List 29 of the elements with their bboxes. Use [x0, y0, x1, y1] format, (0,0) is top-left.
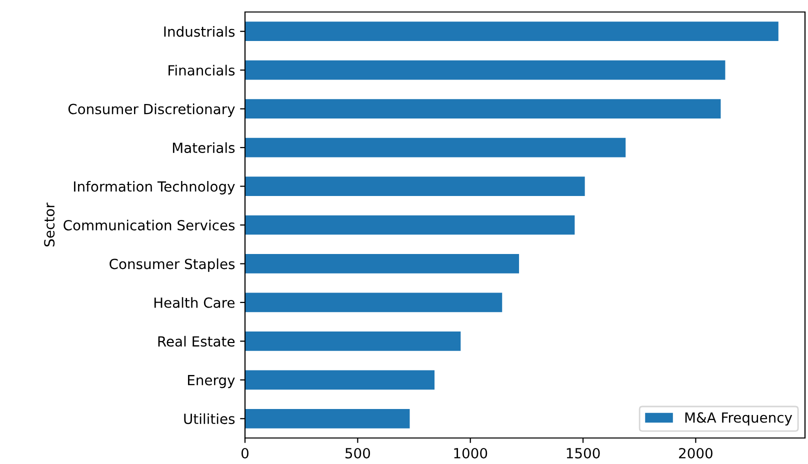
x-tick-label: 500 — [345, 448, 370, 458]
bar — [245, 176, 585, 196]
bar — [245, 22, 778, 42]
y-tick-label: Financials — [168, 64, 235, 76]
y-tick-label: Information Technology — [74, 180, 235, 194]
y-tick-label: Consumer Staples — [110, 258, 235, 272]
bar — [245, 60, 726, 80]
y-tick-label: Real Estate — [158, 336, 235, 347]
bar — [245, 292, 502, 312]
y-tick-label: Energy — [188, 375, 235, 388]
y-tick-label: Materials — [172, 142, 235, 154]
y-tick-label: Industrials — [164, 26, 235, 37]
bar — [245, 254, 520, 274]
bar — [245, 138, 626, 158]
y-tick-label: Utilities — [184, 413, 235, 424]
legend-label: M&A Frequency — [685, 412, 792, 426]
x-tick-label: 1000 — [454, 448, 488, 458]
y-tick-label: Consumer Discretionary — [68, 104, 235, 117]
y-tick-label: Health Care — [154, 297, 235, 308]
x-tick-label: 0 — [241, 448, 248, 458]
x-tick-label: 1500 — [566, 448, 600, 458]
y-axis-title: Sector — [44, 202, 55, 246]
x-tick-label: 2000 — [679, 448, 712, 458]
y-tick-label: Communication Services — [64, 220, 235, 230]
bar — [245, 370, 435, 390]
bar — [245, 99, 721, 118]
bar — [245, 215, 575, 235]
bar — [245, 332, 461, 351]
bar — [245, 408, 410, 428]
